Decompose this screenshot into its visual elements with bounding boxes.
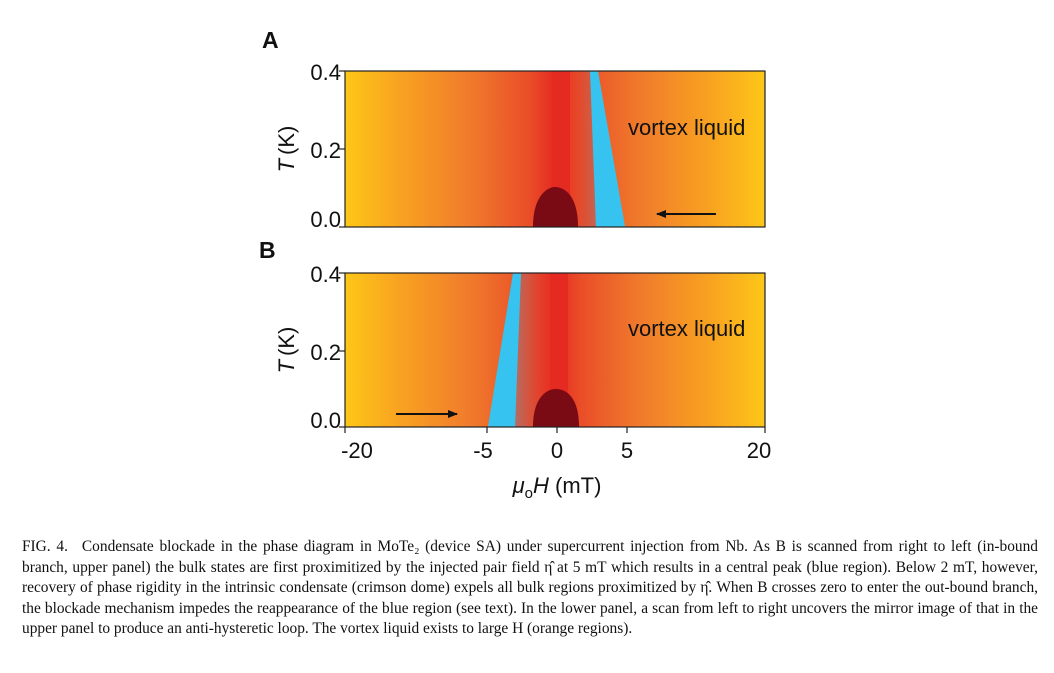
xtick-0: 0 bbox=[551, 438, 563, 463]
panel-b-vortex-liquid-label: vortex liquid bbox=[628, 316, 745, 341]
panel-b-y-label-variable: T bbox=[274, 358, 299, 373]
panel-b-crimson-dome bbox=[533, 389, 579, 427]
panel-b: B 0.4 0.2 0.0 T(K) vortex liquid -20 -5 … bbox=[259, 237, 771, 502]
panel-b-red-center-band bbox=[550, 273, 568, 427]
panel-b-blue-region bbox=[488, 273, 521, 427]
panel-letter-a: A bbox=[262, 27, 279, 53]
panel-letter-b: B bbox=[259, 237, 276, 263]
figure-caption: FIG. 4. Condensate blockade in the phase … bbox=[22, 537, 1038, 640]
panel-a-y-label-unit: (K) bbox=[274, 126, 299, 155]
x-label-unit: (mT) bbox=[549, 473, 602, 498]
panel-b-y-label-unit: (K) bbox=[274, 327, 299, 356]
panel-a-ytick-0.0: 0.0 bbox=[310, 207, 341, 232]
x-label-subscript: o bbox=[525, 485, 533, 502]
panel-a-ytick-0.2: 0.2 bbox=[310, 138, 341, 163]
caption-text: Condensate blockade in the phase diagram… bbox=[22, 538, 1038, 638]
xtick-neg5: -5 bbox=[473, 438, 493, 463]
panel-a-y-label-variable: T bbox=[274, 157, 299, 172]
xtick-20: 20 bbox=[747, 438, 771, 463]
panel-a-blue-region bbox=[590, 71, 625, 227]
panel-b-ytick-0.2: 0.2 bbox=[310, 340, 341, 365]
panel-a-crimson-dome bbox=[533, 187, 578, 227]
caption-label: FIG. 4. bbox=[22, 538, 68, 555]
panel-a: A 0.4 0.2 0.0 T (K) vortex liquid bbox=[262, 27, 766, 232]
panel-a-ytick-0.4: 0.4 bbox=[310, 60, 341, 85]
panel-a-y-axis-label: T (K) bbox=[274, 126, 299, 173]
x-label-mu: μ bbox=[512, 473, 525, 498]
panel-b-ytick-0.4: 0.4 bbox=[310, 262, 341, 287]
panel-a-vortex-liquid-label: vortex liquid bbox=[628, 115, 745, 140]
x-axis-label: μoH (mT) bbox=[512, 473, 602, 502]
panel-b-y-axis-label: T (K) bbox=[274, 327, 299, 374]
panel-b-ytick-0.0: 0.0 bbox=[310, 408, 341, 433]
panel-b-frame bbox=[344, 272, 766, 428]
x-label-variable: H bbox=[533, 473, 549, 498]
xtick-5: 5 bbox=[621, 438, 633, 463]
phase-diagram-figure: A 0.4 0.2 0.0 T (K) vortex liquid B 0.4 0… bbox=[259, 27, 771, 502]
xtick-neg20: -20 bbox=[341, 438, 373, 463]
